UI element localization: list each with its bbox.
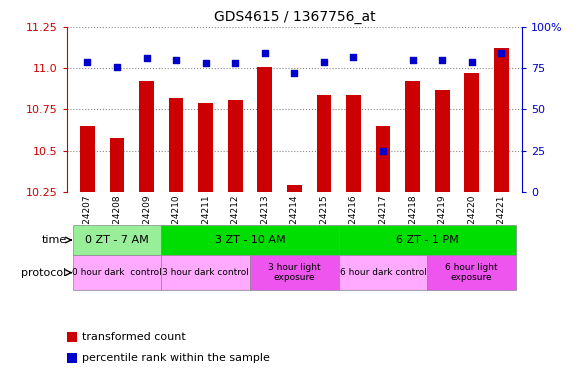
Point (467, 58, 476, 65)
Bar (339, 225, 516, 255)
Point (408, 57, 417, 63)
Point (437, 57, 447, 63)
Point (142, 55, 151, 61)
Bar (139, 81, 154, 192)
Title: GDS4615 / 1367756_at: GDS4615 / 1367756_at (213, 10, 375, 25)
Text: 6 ZT - 1 PM: 6 ZT - 1 PM (396, 235, 459, 245)
Text: 3 hour light
exposure: 3 hour light exposure (268, 263, 321, 282)
Point (201, 60, 211, 66)
Bar (494, 48, 509, 192)
Bar (228, 99, 242, 192)
Bar (72, 225, 161, 255)
Bar (161, 225, 339, 255)
Bar (161, 255, 250, 290)
Text: 3 ZT - 10 AM: 3 ZT - 10 AM (215, 235, 285, 245)
Point (290, 70, 299, 76)
Bar (427, 255, 516, 290)
Text: time: time (41, 235, 67, 245)
Point (260, 50, 270, 56)
Text: 0 hour dark  control: 0 hour dark control (72, 268, 162, 277)
Point (349, 53, 358, 60)
Point (378, 148, 387, 154)
Point (496, 50, 506, 56)
Bar (169, 98, 183, 192)
Bar (72, 255, 161, 290)
Point (172, 57, 181, 63)
Text: percentile rank within the sample: percentile rank within the sample (82, 353, 270, 363)
Text: 0 ZT - 7 AM: 0 ZT - 7 AM (85, 235, 149, 245)
Bar (110, 137, 124, 192)
Text: protocol: protocol (21, 268, 67, 278)
Bar (405, 81, 420, 192)
Text: 6 hour dark control: 6 hour dark control (340, 268, 426, 277)
Bar (346, 94, 361, 192)
Point (231, 60, 240, 66)
Bar (435, 89, 450, 192)
Text: 6 hour light
exposure: 6 hour light exposure (445, 263, 498, 282)
Bar (317, 94, 331, 192)
Bar (80, 126, 95, 192)
Bar (376, 126, 390, 192)
Text: transformed count: transformed count (82, 332, 186, 342)
Point (319, 58, 328, 65)
Bar (250, 255, 339, 290)
Bar (465, 73, 479, 192)
Text: 3 hour dark control: 3 hour dark control (162, 268, 249, 277)
Point (113, 63, 122, 70)
Bar (258, 66, 272, 192)
Bar (339, 255, 427, 290)
Point (83, 58, 92, 65)
Bar (198, 103, 213, 192)
Bar (287, 185, 302, 192)
